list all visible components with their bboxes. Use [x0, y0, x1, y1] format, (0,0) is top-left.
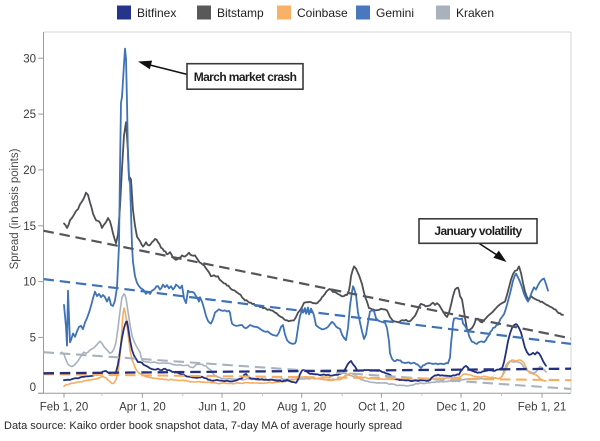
svg-text:15: 15 [23, 221, 36, 233]
svg-text:Oct 1, 20: Oct 1, 20 [358, 402, 405, 414]
svg-text:Dec 1, 20: Dec 1, 20 [436, 402, 485, 414]
svg-text:Data source: Kaiko order book: Data source: Kaiko order book snapshot d… [4, 420, 402, 432]
svg-text:Spread (in basis points): Spread (in basis points) [9, 148, 21, 269]
svg-text:30: 30 [23, 53, 36, 65]
svg-text:Bitstamp: Bitstamp [217, 6, 264, 20]
svg-text:Bitfinex: Bitfinex [137, 6, 176, 20]
svg-text:20: 20 [23, 165, 36, 177]
svg-text:Coinbase: Coinbase [297, 6, 348, 20]
svg-text:10: 10 [23, 277, 36, 289]
svg-text:Gemini: Gemini [376, 6, 414, 20]
svg-text:March market crash: March market crash [194, 70, 297, 84]
svg-text:Aug 1, 20: Aug 1, 20 [277, 402, 326, 414]
svg-text:Feb 1, 20: Feb 1, 20 [40, 402, 89, 414]
svg-text:Jun 1, 20: Jun 1, 20 [198, 402, 245, 414]
svg-text:Feb 1, 21: Feb 1, 21 [518, 402, 567, 414]
svg-text:January volatility: January volatility [434, 224, 522, 238]
svg-text:Apr 1, 20: Apr 1, 20 [119, 402, 166, 414]
svg-text:0: 0 [30, 382, 36, 394]
svg-text:25: 25 [23, 109, 36, 121]
svg-text:5: 5 [30, 333, 36, 345]
svg-text:Kraken: Kraken [456, 6, 494, 20]
